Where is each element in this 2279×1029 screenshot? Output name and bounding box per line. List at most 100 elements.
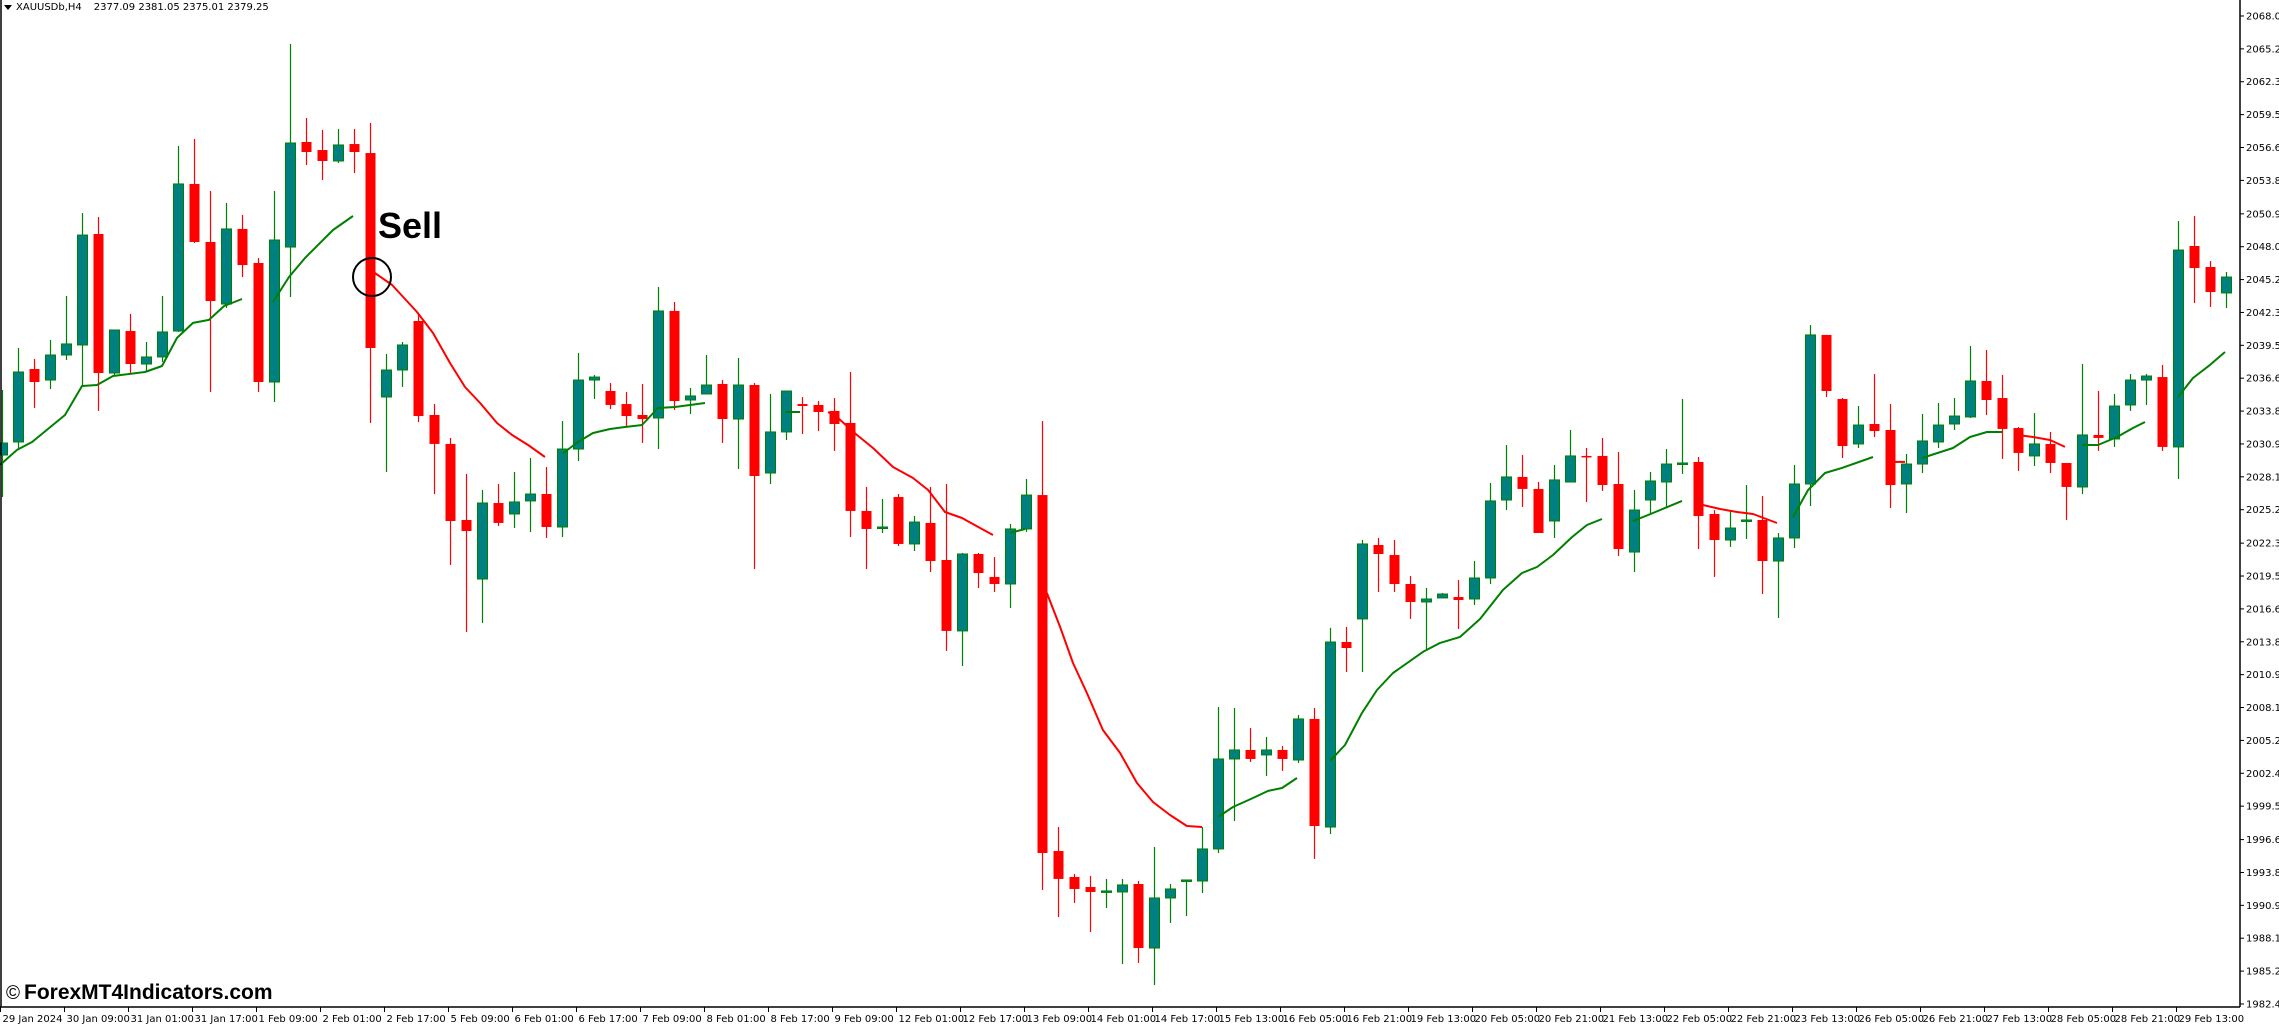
candle bbox=[1725, 510, 1736, 547]
candle bbox=[1981, 349, 1992, 415]
candle-body bbox=[685, 395, 696, 401]
candle-body bbox=[0, 442, 8, 456]
candle-body bbox=[1485, 500, 1496, 579]
time-label: 9 Feb 09:00 bbox=[835, 1014, 894, 1025]
price-label: 1996.65 bbox=[2246, 835, 2279, 846]
time-label: 16 Feb 21:00 bbox=[1347, 1014, 1413, 1025]
candle bbox=[861, 486, 872, 569]
candle-body bbox=[157, 331, 168, 358]
time-label: 28 Feb 05:00 bbox=[2051, 1014, 2117, 1025]
candle bbox=[1261, 736, 1272, 776]
candle bbox=[2077, 364, 2088, 495]
candle-body bbox=[1981, 380, 1992, 401]
candle-body bbox=[2205, 267, 2216, 293]
candle bbox=[1517, 455, 1528, 508]
price-label: 2065.20 bbox=[2246, 44, 2279, 55]
candle-body bbox=[1309, 718, 1320, 826]
candle bbox=[269, 190, 280, 402]
moving-average-layer bbox=[0, 215, 2226, 828]
candle-body bbox=[1053, 851, 1064, 879]
candle-body bbox=[1213, 758, 1224, 850]
candle-body bbox=[477, 502, 488, 580]
candle-body bbox=[1805, 334, 1816, 485]
candle bbox=[1469, 561, 1480, 605]
candle-body bbox=[653, 310, 664, 419]
candle bbox=[957, 552, 968, 666]
candle-body bbox=[621, 404, 632, 417]
candle-body bbox=[1613, 483, 1624, 550]
candle bbox=[637, 383, 648, 444]
candle-body bbox=[765, 431, 776, 474]
candle bbox=[2045, 431, 2056, 474]
candle-body bbox=[1293, 718, 1304, 761]
price-label: 2042.35 bbox=[2246, 308, 2279, 319]
candle-body bbox=[61, 343, 72, 356]
price-label: 2010.95 bbox=[2246, 670, 2279, 681]
candle bbox=[1645, 471, 1656, 514]
candle bbox=[1965, 346, 1976, 418]
candle-body bbox=[93, 234, 104, 374]
candle bbox=[285, 44, 296, 297]
candle-body bbox=[1181, 879, 1192, 882]
candle bbox=[1949, 398, 1960, 430]
candle bbox=[621, 392, 632, 427]
price-label: 2056.65 bbox=[2246, 143, 2279, 154]
candle bbox=[413, 313, 424, 423]
candle-body bbox=[365, 153, 376, 348]
price-label: 2059.50 bbox=[2246, 110, 2279, 121]
candles-layer bbox=[0, 44, 2232, 985]
candle bbox=[1757, 495, 1768, 595]
price-label: 2002.40 bbox=[2246, 769, 2279, 780]
candle-body bbox=[77, 234, 88, 346]
candle-body bbox=[1773, 537, 1784, 562]
candle-body bbox=[2061, 462, 2072, 487]
copyright-icon: © bbox=[6, 983, 20, 1004]
candle-body bbox=[1101, 890, 1112, 893]
candle-body bbox=[1261, 749, 1272, 756]
time-label: 2 Feb 17:00 bbox=[387, 1014, 446, 1025]
ma-line-up bbox=[1792, 456, 1874, 518]
candle bbox=[1293, 715, 1304, 764]
ma-line-up bbox=[1009, 528, 1026, 534]
ma-line-down bbox=[1045, 592, 1203, 828]
time-label: 28 Feb 21:00 bbox=[2115, 1014, 2181, 1025]
candle bbox=[893, 494, 904, 547]
candle-body bbox=[1677, 462, 1688, 465]
candle-body bbox=[605, 391, 616, 405]
candle-body bbox=[637, 414, 648, 420]
candle bbox=[1661, 449, 1672, 508]
candle-body bbox=[1357, 543, 1368, 620]
candle-body bbox=[509, 501, 520, 515]
price-label: 2028.10 bbox=[2246, 472, 2279, 483]
candle-body bbox=[2221, 276, 2232, 294]
candle-body bbox=[1629, 509, 1640, 553]
candle bbox=[1037, 420, 1048, 891]
time-label: 31 Jan 01:00 bbox=[131, 1014, 194, 1025]
time-label: 29 Feb 13:00 bbox=[2179, 1014, 2245, 1025]
candle-body bbox=[1117, 884, 1128, 893]
candle bbox=[0, 389, 8, 498]
candle bbox=[173, 145, 184, 332]
candle bbox=[1085, 875, 1096, 932]
candle bbox=[1245, 727, 1256, 762]
collapse-triangle-icon[interactable] bbox=[4, 5, 12, 10]
time-label: 6 Feb 01:00 bbox=[515, 1014, 574, 1025]
candle-body bbox=[797, 404, 808, 406]
candle-body bbox=[2157, 377, 2168, 447]
candle bbox=[365, 123, 376, 423]
candle bbox=[13, 347, 24, 450]
candle bbox=[541, 467, 552, 538]
candle-body bbox=[189, 183, 200, 242]
candle-body bbox=[1661, 463, 1672, 483]
price-label: 2053.80 bbox=[2246, 176, 2279, 187]
candle-body bbox=[173, 183, 184, 332]
candle-body bbox=[829, 410, 840, 424]
candle bbox=[765, 394, 776, 484]
price-label: 2030.95 bbox=[2246, 439, 2279, 450]
candle-body bbox=[1069, 876, 1080, 889]
candle-body bbox=[1437, 593, 1448, 599]
candle bbox=[61, 295, 72, 360]
candle-body bbox=[333, 144, 344, 162]
